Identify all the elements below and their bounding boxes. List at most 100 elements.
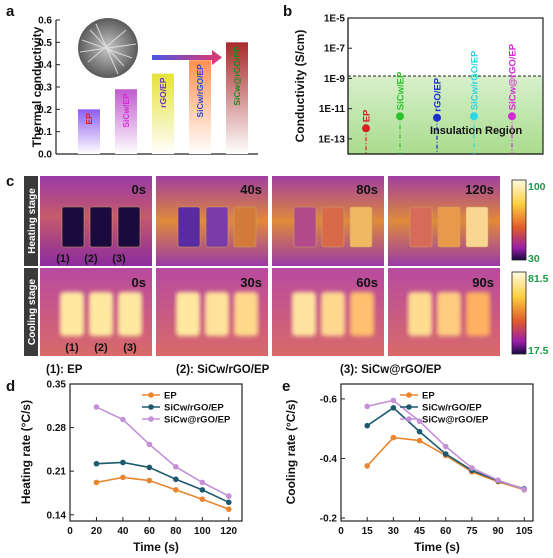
- legend-label-ep: EP: [422, 391, 435, 402]
- y-tick-label: 1E-7: [324, 44, 346, 55]
- y-tick-label: 1E-13: [318, 134, 345, 145]
- y-axis-title: Conductivity (S/cm): [293, 30, 307, 143]
- heating-time-label: 40s: [240, 182, 262, 197]
- cooling-sample-id: (3): [123, 342, 137, 354]
- y-tick-label: 1E-9: [324, 74, 346, 85]
- heating-time-label: 80s: [356, 182, 378, 197]
- panel-label-e: e: [282, 378, 290, 395]
- x-tick-label: 60: [440, 526, 452, 537]
- conductivity-log-chart: Conductivity (S/cm) Insulation Region 1E…: [293, 14, 544, 155]
- data-point-sicw-rgo-ep: [442, 451, 449, 457]
- bar-sicw-at-rgo-ep: [226, 42, 248, 155]
- y-tick-label: 1E-11: [319, 104, 346, 115]
- heating-sample-2: [321, 206, 345, 248]
- data-point-sicw-rgo-ep: [93, 460, 100, 467]
- panel-label-b: b: [283, 3, 292, 20]
- bar-rgo-ep-label: rGO/EP: [158, 77, 168, 108]
- y-tick-label: -0.6: [320, 394, 338, 405]
- point-sicw-rgo-ep: [470, 112, 478, 121]
- x-tick-label: 105: [516, 526, 533, 537]
- cooling-time-label: 0s: [132, 275, 146, 290]
- bar-sicw-rgo-ep-label: SiCw/rGO/EP: [195, 64, 205, 118]
- cooling-sample-1: [176, 292, 200, 336]
- heating-sample-3: [349, 206, 373, 248]
- key-sicw-at-rgo: (3): SiCw@rGO/EP: [340, 364, 442, 376]
- cooling-sample-2: [205, 292, 229, 336]
- heating-sample-1: [293, 206, 317, 248]
- point-sicw-ep: [396, 112, 404, 121]
- data-point-sicw-at-rgo-ep: [199, 479, 206, 486]
- y-tick-label: 0.2: [38, 105, 52, 116]
- cooling-sample-2: [321, 292, 345, 336]
- cooling-rate-chart: Cooling rate (°C/s) Time (s) 0 15 30 45 60 75…: [284, 383, 534, 554]
- x-tick-label: 120: [220, 526, 237, 537]
- y-tick-label: 0.21: [47, 467, 67, 478]
- heating-time-label: 0s: [132, 182, 146, 197]
- trend-arrow: [152, 50, 222, 65]
- heating-sample-1: [61, 206, 85, 248]
- thermal-conductivity-bar-chart: Thermal conductivity 0.0 0.1 0.2 0.3 0.4 0.5 0…: [30, 16, 258, 161]
- cooling-colorbar-max: 81.5: [528, 273, 549, 285]
- series-line-ep: [96, 476, 230, 510]
- x-tick-label: 0: [67, 526, 73, 537]
- data-point-sicw-at-rgo-ep: [469, 465, 475, 471]
- y-tick-label: 0.28: [47, 423, 67, 434]
- data-point-ep: [199, 496, 206, 503]
- data-point-sicw-at-rgo-ep: [93, 404, 100, 410]
- heating-sample-2: [205, 206, 229, 248]
- bar-sicw-ep-label: SiCw/EP: [121, 93, 131, 128]
- cooling-sample-1: [60, 292, 84, 336]
- legend-marker-sicw-at-rgo-ep: [406, 416, 412, 422]
- x-axis-title: Time (s): [133, 540, 179, 554]
- point-sicw-at-rgo-ep: [508, 112, 516, 121]
- y-tick-label: 0.14: [47, 510, 67, 521]
- legend-label-ep: EP: [164, 391, 177, 402]
- heating-sample-id: (2): [84, 253, 98, 265]
- heating-time-label: 120s: [465, 182, 494, 197]
- data-point-sicw-rgo-ep: [120, 459, 126, 466]
- heating-sample-3: [117, 206, 141, 248]
- data-point-ep: [93, 479, 100, 486]
- heating-sample-3: [465, 206, 489, 248]
- cooling-time-label: 30s: [240, 275, 262, 290]
- bar-ep-label: EP: [84, 113, 94, 125]
- data-point-sicw-at-rgo-ep: [390, 397, 397, 404]
- data-point-sicw-rgo-ep: [173, 476, 179, 483]
- heating-sample-id: (1): [56, 253, 70, 265]
- data-point-ep: [120, 474, 126, 481]
- y-tick-label: 0.5: [38, 38, 52, 49]
- data-point-sicw-at-rgo-ep: [120, 416, 126, 423]
- y-tick-label: -0.2: [320, 514, 338, 525]
- point-sicw-rgo-ep-label: SiCw/rGO/EP: [470, 50, 481, 110]
- x-tick-label: 100: [194, 526, 211, 537]
- point-ep: [362, 124, 370, 133]
- y-axis-title: Heating rate (°C/s): [19, 400, 33, 504]
- cooling-sample-1: [408, 292, 432, 336]
- panel-label-c: c: [6, 173, 14, 190]
- point-rgo-ep: [433, 113, 441, 122]
- data-point-sicw-at-rgo-ep: [364, 403, 370, 410]
- x-tick-label: 80: [170, 526, 182, 537]
- x-tick-label: 75: [466, 526, 478, 537]
- data-point-ep: [416, 437, 423, 444]
- data-point-sicw-at-rgo-ep: [416, 418, 423, 425]
- insulation-region-label: Insulation Region: [430, 125, 523, 137]
- point-sicw-ep-label: SiCw/EP: [396, 71, 407, 110]
- x-tick-label: 45: [414, 526, 426, 537]
- data-point-ep: [173, 487, 179, 493]
- legend-label-sicw-at-rgo-ep: SiCw@rGO/EP: [164, 415, 231, 426]
- cooling-time-label: 90s: [472, 275, 494, 290]
- data-point-ep: [146, 477, 153, 484]
- x-tick-label: 90: [493, 526, 505, 537]
- data-point-sicw-at-rgo-ep: [521, 486, 528, 493]
- cooling-sample-2: [437, 292, 461, 336]
- cooling-sample-2: [89, 292, 113, 336]
- data-point-ep: [390, 434, 397, 441]
- heating-sample-3: [233, 206, 257, 248]
- panel-label-a: a: [6, 3, 15, 20]
- data-point-sicw-at-rgo-ep: [146, 441, 153, 448]
- data-point-sicw-at-rgo-ep: [495, 477, 501, 483]
- data-point-sicw-rgo-ep: [225, 499, 232, 506]
- x-tick-label: 60: [144, 526, 156, 537]
